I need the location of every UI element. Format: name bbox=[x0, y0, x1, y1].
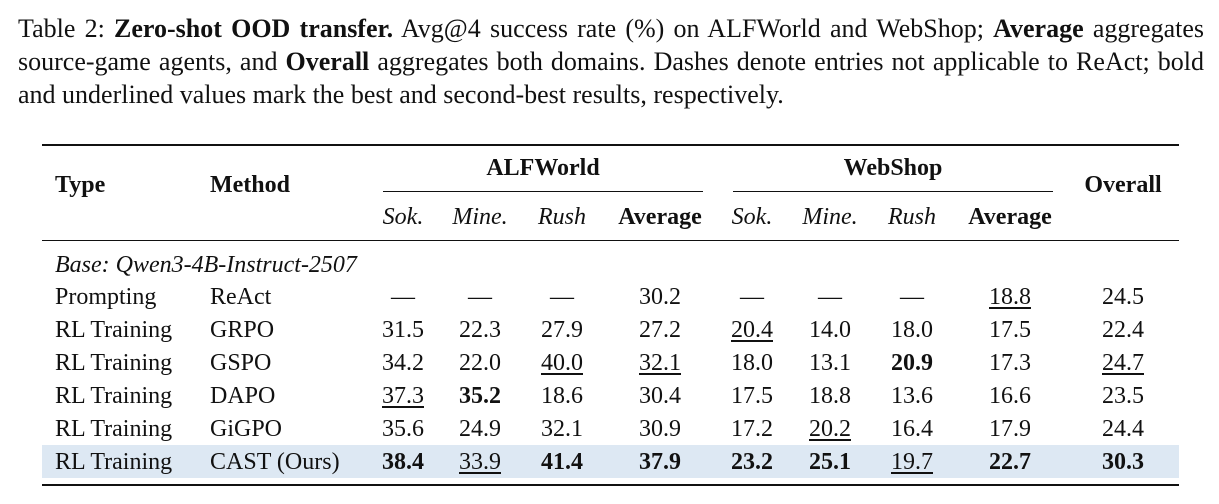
table-cell: — bbox=[740, 284, 764, 310]
table-cell: 18.0 bbox=[731, 350, 773, 376]
top-rule bbox=[42, 144, 1179, 146]
table-cell: 18.8 bbox=[989, 284, 1031, 310]
table-cell: 33.9 bbox=[459, 449, 501, 475]
table-cell: 14.0 bbox=[809, 317, 851, 343]
group-rule bbox=[733, 191, 1053, 192]
caption-text: Avg@4 success rate (%) on ALFWorld and W… bbox=[393, 14, 994, 43]
table-cell: 30.2 bbox=[639, 284, 681, 310]
subcolumn-header: Sok. bbox=[731, 204, 773, 230]
caption-text: Zero-shot OOD transfer. bbox=[114, 14, 394, 43]
caption-text: Average bbox=[993, 14, 1084, 43]
caption: Table 2: Zero-shot OOD transfer. Avg@4 s… bbox=[18, 12, 1204, 111]
table-cell: 30.3 bbox=[1102, 449, 1144, 475]
table-cell: 24.7 bbox=[1102, 350, 1144, 376]
row-method: GiGPO bbox=[210, 416, 283, 442]
table-cell: 22.0 bbox=[459, 350, 501, 376]
table-cell: 22.4 bbox=[1102, 317, 1144, 343]
table-cell: 24.9 bbox=[459, 416, 501, 442]
subcolumn-header: Mine. bbox=[802, 204, 858, 230]
group-rule bbox=[383, 191, 703, 192]
row-method: GSPO bbox=[210, 350, 272, 376]
table-cell: 22.7 bbox=[989, 449, 1031, 475]
table-cell: — bbox=[391, 284, 415, 310]
table-cell: 19.7 bbox=[891, 449, 933, 475]
table-cell: 37.9 bbox=[639, 449, 681, 475]
subcolumn-header: Rush bbox=[888, 204, 936, 230]
section-label: Base: Qwen3-4B-Instruct-2507 bbox=[55, 252, 357, 278]
table-cell: 17.3 bbox=[989, 350, 1031, 376]
bottom-rule bbox=[42, 484, 1179, 486]
table-cell: 16.6 bbox=[989, 383, 1031, 409]
table-cell: 41.4 bbox=[541, 449, 583, 475]
table-cell: 40.0 bbox=[541, 350, 583, 376]
subcolumn-header: Average bbox=[618, 204, 702, 230]
table-cell: 30.9 bbox=[639, 416, 681, 442]
table-cell: 23.2 bbox=[731, 449, 773, 475]
table-cell: 32.1 bbox=[639, 350, 681, 376]
table-cell: 18.8 bbox=[809, 383, 851, 409]
table-cell: 34.2 bbox=[382, 350, 424, 376]
header-group: ALFWorld bbox=[486, 155, 600, 181]
row-method: CAST (Ours) bbox=[210, 449, 340, 475]
table-cell: 32.1 bbox=[541, 416, 583, 442]
table-cell: 20.2 bbox=[809, 416, 851, 442]
caption-text: aggregates source-game agents, and bbox=[18, 14, 1205, 76]
table-cell: — bbox=[550, 284, 574, 310]
row-method: GRPO bbox=[210, 317, 275, 343]
table-cell: 18.6 bbox=[541, 383, 583, 409]
row-method: DAPO bbox=[210, 383, 276, 409]
header-overall: Overall bbox=[1084, 172, 1162, 198]
table-cell: 22.3 bbox=[459, 317, 501, 343]
caption-text: Table 2: bbox=[18, 14, 115, 43]
table-cell: 27.9 bbox=[541, 317, 583, 343]
header-method: Method bbox=[210, 172, 290, 198]
subcolumn-header: Mine. bbox=[452, 204, 508, 230]
table-cell: 17.2 bbox=[731, 416, 773, 442]
header-group: WebShop bbox=[843, 155, 943, 181]
table-cell: 31.5 bbox=[382, 317, 424, 343]
table-cell: 17.9 bbox=[989, 416, 1031, 442]
mid-rule bbox=[42, 240, 1179, 241]
table-cell: 27.2 bbox=[639, 317, 681, 343]
table-cell: 13.1 bbox=[809, 350, 851, 376]
table-cell: 38.4 bbox=[382, 449, 424, 475]
caption-text: Overall bbox=[285, 47, 370, 76]
table-cell: — bbox=[468, 284, 492, 310]
table-cell: 17.5 bbox=[989, 317, 1031, 343]
subcolumn-header: Rush bbox=[538, 204, 586, 230]
table-cell: — bbox=[900, 284, 924, 310]
table-cell: — bbox=[818, 284, 842, 310]
row-method: ReAct bbox=[210, 284, 272, 310]
table-cell: 20.4 bbox=[731, 317, 773, 343]
table-cell: 17.5 bbox=[731, 383, 773, 409]
row-type: RL Training bbox=[55, 383, 173, 409]
subcolumn-header: Sok. bbox=[382, 204, 424, 230]
caption-text: aggregates both domains. Dashes denote e… bbox=[18, 47, 1205, 109]
table-cell: 24.4 bbox=[1102, 416, 1144, 442]
subcolumn-header: Average bbox=[968, 204, 1052, 230]
row-type: Prompting bbox=[55, 284, 157, 310]
table-cell: 35.2 bbox=[459, 383, 501, 409]
table-cell: 25.1 bbox=[809, 449, 851, 475]
table-cell: 13.6 bbox=[891, 383, 933, 409]
row-type: RL Training bbox=[55, 350, 173, 376]
table-cell: 18.0 bbox=[891, 317, 933, 343]
row-type: RL Training bbox=[55, 416, 173, 442]
table-cell: 20.9 bbox=[891, 350, 933, 376]
table-cell: 24.5 bbox=[1102, 284, 1144, 310]
table-cell: 23.5 bbox=[1102, 383, 1144, 409]
table-cell: 30.4 bbox=[639, 383, 681, 409]
table-cell: 37.3 bbox=[382, 383, 424, 409]
table-cell: 16.4 bbox=[891, 416, 933, 442]
table-cell: 35.6 bbox=[382, 416, 424, 442]
row-highlight bbox=[42, 445, 1179, 478]
header-type: Type bbox=[55, 172, 106, 198]
row-type: RL Training bbox=[55, 317, 173, 343]
row-type: RL Training bbox=[55, 449, 173, 475]
